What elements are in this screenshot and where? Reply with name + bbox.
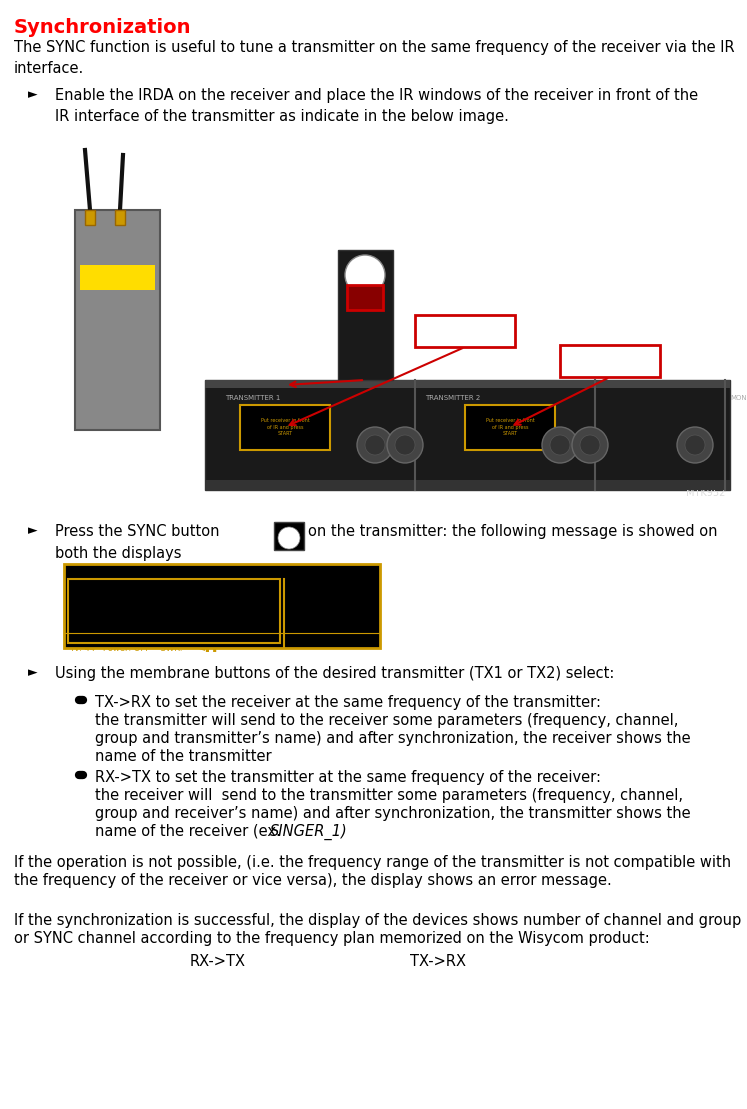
Text: TX->RX: TX->RX [292,588,335,598]
Text: both the displays: both the displays [55,546,182,561]
Text: RX->TX: RX->TX [190,954,246,969]
Text: WisyCom: WisyCom [80,265,117,271]
Text: MONITOR: MONITOR [730,395,747,401]
Text: SYNC: SYNC [279,535,299,539]
Bar [274,522,304,550]
Text: name of the transmitter: name of the transmitter [95,749,272,764]
Text: the transmitter will send to the receiver some parameters (frequency, channel,: the transmitter will send to the receive… [95,713,678,728]
Text: sync: sync [292,574,317,584]
Bar [560,345,660,377]
Text: TV: 44   Power: OFF    SWR: -    ◄▮ ▮: TV: 44 Power: OFF SWR: - ◄▮ ▮ [69,644,217,653]
Text: Put receiver in front
of IR and press
START: Put receiver in front of IR and press ST… [486,418,534,436]
Text: TRANSMITTER 1: TRANSMITTER 1 [225,395,280,401]
Bar [205,380,730,388]
Bar [55,140,735,510]
Text: TX->RX: TX->RX [410,954,466,969]
Text: Press the SYNC button: Press the SYNC button [55,523,220,539]
Text: name of the receiver (ex.: name of the receiver (ex. [95,824,285,840]
Bar [415,315,515,347]
Text: IR
INTERFACE: IR INTERFACE [344,330,385,350]
Text: Put receiver in front
of IR and press
START: Put receiver in front of IR and press ST… [261,418,309,436]
Text: RX->TX: RX->TX [292,602,335,612]
Circle shape [278,527,300,549]
Bar [75,210,160,430]
Bar [465,405,555,450]
Circle shape [365,435,385,455]
Text: MTK952: MTK952 [686,488,725,498]
Text: or SYNC channel according to the frequency plan memorized on the Wisycom product: or SYNC channel according to the frequen… [14,930,650,946]
Circle shape [677,427,713,462]
Text: The SYNC function is useful to tune a transmitter on the same frequency of the r: The SYNC function is useful to tune a tr… [14,40,734,77]
Text: ►: ► [28,667,37,679]
Text: If the synchronization is successful, the display of the devices shows number of: If the synchronization is successful, th… [14,913,741,928]
Bar [205,480,730,490]
Text: on the transmitter: the following message is showed on: on the transmitter: the following messag… [308,523,718,539]
Text: Put receiver in front of IR and select
sync mode: Put receiver in front of IR and select s… [63,579,276,610]
Bar [115,210,125,225]
Circle shape [345,255,385,295]
Bar [64,564,380,648]
Circle shape [395,435,415,455]
Bar [347,285,383,311]
Bar [240,405,330,450]
Text: SINGER_1): SINGER_1) [270,824,348,841]
Circle shape [550,435,570,455]
Text: Enable the IRDA on the receiver and place the IR windows of the receiver in fron: Enable the IRDA on the receiver and plac… [55,88,698,124]
Bar [80,265,155,289]
Circle shape [572,427,608,462]
Text: Synchronization: Synchronization [14,18,191,37]
Text: Using the membrane buttons of the desired transmitter (TX1 or TX2) select:: Using the membrane buttons of the desire… [55,667,614,681]
Text: If the operation is not possible, (i.e. the frequency range of the transmitter i: If the operation is not possible, (i.e. … [14,855,731,869]
Text: TRANSMITTER 2: TRANSMITTER 2 [425,395,480,401]
Bar [68,579,280,643]
Text: RX->TX: RX->TX [583,353,636,367]
Circle shape [542,427,578,462]
Text: WARNING: WARNING [83,278,117,283]
Circle shape [685,435,705,455]
Text: the receiver will  send to the transmitter some parameters (frequency, channel,: the receiver will send to the transmitte… [95,788,683,803]
Bar [205,380,730,490]
Bar [85,210,95,225]
Circle shape [357,427,393,462]
Text: the frequency of the receiver or vice versa), the display shows an error message: the frequency of the receiver or vice ve… [14,873,612,888]
Text: TX->RX to set the receiver at the same frequency of the transmitter:: TX->RX to set the receiver at the same f… [95,695,601,710]
Text: EXIT: EXIT [292,615,318,629]
Text: RX->TX to set the transmitter at the same frequency of the receiver:: RX->TX to set the transmitter at the sam… [95,770,601,785]
Text: TX->RX: TX->RX [438,323,492,337]
Circle shape [580,435,600,455]
Text: group and transmitter’s name) and after synchronization, the receiver shows the: group and transmitter’s name) and after … [95,731,691,746]
Text: ►: ► [28,523,37,537]
Text: group and receiver’s name) and after synchronization, the transmitter shows the: group and receiver’s name) and after syn… [95,806,691,821]
Circle shape [387,427,423,462]
Bar [338,250,393,380]
Text: SYNC: SYNC [353,268,377,277]
Text: ►: ► [28,88,37,101]
